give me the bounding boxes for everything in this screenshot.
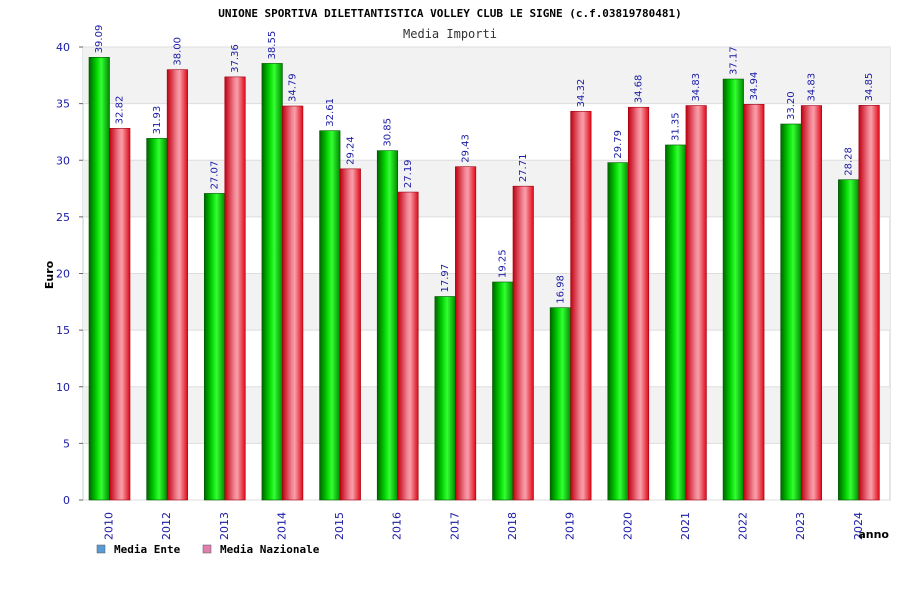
y-tick-label: 10 — [56, 381, 70, 394]
data-label: 39.09 — [94, 25, 105, 54]
data-label: 27.71 — [518, 154, 529, 183]
x-tick-label: 2024 — [852, 512, 865, 540]
bar-media-ente-2014 — [261, 63, 283, 501]
data-label: 32.82 — [115, 96, 126, 125]
bar-media-ente-2015 — [319, 130, 341, 501]
x-axis-label: anno — [858, 528, 889, 541]
x-tick-label: 2010 — [103, 512, 116, 540]
bar-media-ente-2018 — [492, 281, 514, 501]
bar-media-ente-2019 — [549, 307, 571, 501]
bar-media-ente-2017 — [434, 296, 456, 501]
y-axis-ticks: 0 5 10 15 20 25 30 35 40 — [56, 41, 70, 507]
bar-media-nazionale-2015 — [339, 168, 361, 501]
bar-media-ente-2010 — [88, 57, 110, 501]
x-tick-label: 2015 — [333, 512, 346, 540]
bar-media-ente-2023 — [780, 123, 802, 501]
x-tick-label: 2021 — [679, 512, 692, 540]
bar-media-ente-2021 — [665, 144, 687, 501]
bar-media-nazionale-2018 — [512, 185, 534, 501]
data-label: 28.28 — [844, 147, 855, 176]
bar-media-nazionale-2021 — [685, 105, 707, 501]
bar-media-nazionale-2023 — [800, 105, 823, 501]
data-label: 34.83 — [806, 73, 817, 102]
data-label: 32.61 — [325, 98, 336, 127]
bar-media-nazionale-2024 — [858, 105, 880, 501]
data-label: 17.97 — [440, 264, 451, 293]
bar-media-ente-2013 — [203, 193, 226, 501]
x-tick-label: 2022 — [737, 512, 750, 540]
x-tick-label: 2014 — [275, 512, 288, 540]
data-label: 34.68 — [634, 75, 645, 104]
bar-media-ente-2020 — [607, 162, 629, 501]
data-label: 29.24 — [345, 136, 356, 165]
bar-media-nazionale-2017 — [455, 166, 477, 501]
bar-media-ente-2012 — [146, 138, 168, 501]
y-tick-label: 5 — [63, 437, 70, 450]
bar-media-nazionale-2014 — [282, 105, 304, 501]
legend: Media Ente Media Nazionale — [96, 543, 320, 556]
y-tick-label: 35 — [56, 98, 70, 111]
data-label: 19.25 — [498, 249, 509, 278]
data-label: 29.43 — [461, 134, 472, 163]
bar-media-nazionale-2022 — [743, 104, 765, 501]
data-label: 34.85 — [864, 73, 875, 102]
bar-media-nazionale-2019 — [570, 111, 592, 501]
data-label: 34.32 — [576, 79, 587, 108]
legend-label: Media Ente — [114, 543, 181, 556]
data-label: 27.19 — [403, 159, 414, 188]
data-label: 31.93 — [152, 106, 163, 135]
bar-media-ente-2022 — [722, 78, 744, 501]
x-tick-label: 2012 — [160, 512, 173, 540]
data-label: 34.83 — [691, 73, 702, 102]
bar-media-nazionale-2012 — [166, 69, 188, 501]
x-tick-label: 2016 — [391, 512, 404, 540]
data-labels: 39.09 32.82 31.93 38.00 27.07 37.36 38.55 34.79… — [94, 25, 875, 304]
data-label: 29.79 — [613, 130, 624, 159]
bar-media-ente-2024 — [838, 179, 860, 501]
data-label: 38.55 — [267, 31, 278, 60]
x-tick-label: 2018 — [506, 512, 519, 540]
y-tick-label: 0 — [63, 494, 70, 507]
y-tick-label: 20 — [56, 268, 70, 281]
legend-label: Media Nazionale — [220, 543, 320, 556]
y-tick-label: 15 — [56, 324, 70, 337]
data-label: 30.85 — [382, 118, 393, 147]
y-tick-label: 40 — [56, 41, 70, 54]
x-tick-label: 2020 — [621, 512, 634, 540]
x-tick-label: 2013 — [218, 512, 231, 540]
y-tick-label: 30 — [56, 154, 70, 167]
chart-subtitle: Media Importi — [403, 27, 497, 41]
grid-band — [83, 47, 890, 104]
data-label: 16.98 — [555, 275, 566, 304]
bar-media-nazionale-2016 — [397, 191, 419, 501]
y-tick-label: 25 — [56, 211, 70, 224]
x-axis-ticks: 2010 2012 2013 2014 2015 2016 2017 2018 2019 2020… — [103, 512, 865, 540]
data-label: 37.17 — [728, 46, 739, 75]
x-tick-label: 2017 — [448, 512, 461, 540]
data-label: 33.20 — [786, 91, 797, 120]
data-label: 27.07 — [210, 161, 221, 190]
legend-swatch — [96, 544, 106, 554]
bars — [88, 57, 880, 501]
y-axis-label: Euro — [43, 260, 56, 289]
bar-media-nazionale-2013 — [224, 76, 246, 501]
legend-swatch — [202, 544, 212, 554]
data-label: 34.79 — [288, 73, 299, 102]
data-label: 37.36 — [230, 44, 241, 73]
bar-media-nazionale-2020 — [627, 106, 650, 501]
chart-title: UNIONE SPORTIVA DILETTANTISTICA VOLLEY C… — [218, 7, 682, 20]
data-label: 34.94 — [749, 72, 760, 101]
data-label: 38.00 — [172, 37, 183, 66]
data-label: 31.35 — [671, 112, 682, 141]
x-tick-label: 2023 — [794, 512, 807, 540]
x-tick-label: 2019 — [564, 512, 577, 540]
bar-media-ente-2016 — [376, 150, 399, 501]
bar-media-nazionale-2010 — [109, 128, 131, 501]
